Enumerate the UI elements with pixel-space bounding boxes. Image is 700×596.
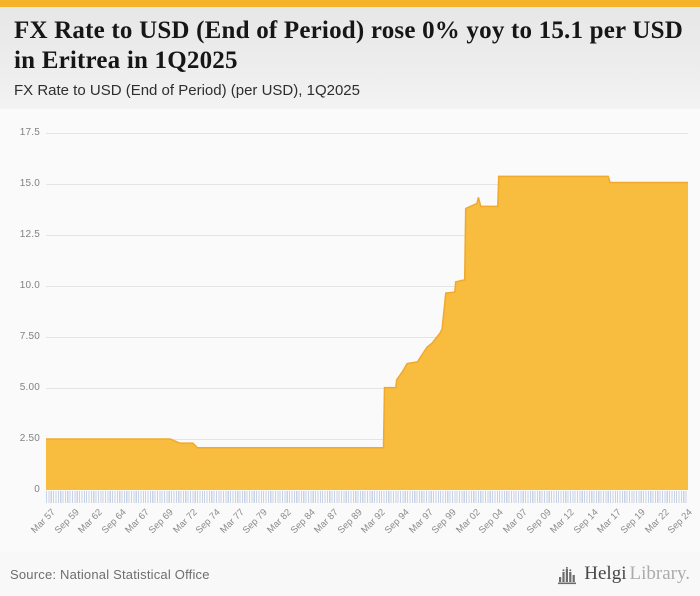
- x-tick-Mar-17: Mar 17: [595, 507, 625, 536]
- fx-rate-area-series: [46, 175, 688, 490]
- x-tick-Mar-67: Mar 67: [123, 507, 153, 536]
- logo-text-helgi: Helgi: [584, 563, 627, 584]
- x-tick-Sep-09: Sep 09: [524, 507, 554, 537]
- x-tick-Sep-94: Sep 94: [382, 507, 412, 537]
- y-tick-17.5: 17.5: [19, 127, 40, 138]
- accent-bar: [0, 0, 700, 7]
- y-tick-2.50: 2.50: [19, 433, 40, 444]
- chart-subtitle: FX Rate to USD (End of Period) (per USD)…: [14, 82, 360, 99]
- gridline-17.5: [46, 133, 688, 134]
- x-tick-Sep-04: Sep 04: [477, 507, 507, 537]
- gridline-10.0: [46, 286, 688, 287]
- gridline-15.0: [46, 184, 688, 185]
- plot-area: [46, 133, 688, 490]
- logo-text-library: Library.: [629, 563, 691, 584]
- quarterly-minor-ticks: [46, 491, 688, 503]
- x-tick-Sep-64: Sep 64: [99, 507, 129, 537]
- x-tick-Sep-74: Sep 74: [193, 507, 223, 537]
- x-tick-Mar-97: Mar 97: [406, 507, 436, 536]
- y-tick-5.00: 5.00: [19, 382, 40, 393]
- x-tick-Mar-77: Mar 77: [217, 507, 247, 536]
- x-tick-Sep-24: Sep 24: [665, 507, 696, 537]
- x-tick-Mar-07: Mar 07: [501, 507, 530, 536]
- gridline-12.5: [46, 235, 688, 236]
- y-tick-10.0: 10.0: [19, 280, 40, 291]
- x-tick-Mar-87: Mar 87: [312, 507, 342, 536]
- y-tick-15.0: 15.0: [19, 178, 40, 189]
- chart-header: FX Rate to USD (End of Period) rose 0% y…: [0, 7, 700, 109]
- x-tick-Sep-59: Sep 59: [52, 507, 82, 537]
- y-tick-0: 0: [34, 484, 40, 495]
- x-tick-Mar-02: Mar 02: [453, 507, 483, 536]
- x-tick-Mar-22: Mar 22: [642, 507, 672, 536]
- x-tick-Mar-72: Mar 72: [170, 507, 200, 536]
- y-tick-7.50: 7.50: [19, 331, 40, 342]
- x-tick-Sep-79: Sep 79: [241, 507, 271, 537]
- chart-area: 0 2.50 5.00 7.50 10.0 12.5 15.0 17.5 Mar 57 Sep …: [0, 109, 700, 552]
- page-title: FX Rate to USD (End of Period) rose 0% y…: [14, 17, 683, 74]
- x-tick-Sep-99: Sep 99: [429, 507, 460, 537]
- x-tick-Mar-12: Mar 12: [548, 507, 578, 536]
- x-tick-Mar-62: Mar 62: [76, 507, 105, 536]
- x-tick-Sep-69: Sep 69: [146, 507, 176, 537]
- gridline-5.00: [46, 388, 688, 389]
- x-tick-Sep-14: Sep 14: [571, 507, 601, 537]
- gridline-2.50: [46, 439, 688, 440]
- helgilibrary-logo[interactable]: Helgi Library.: [558, 563, 690, 585]
- x-tick-Sep-84: Sep 84: [288, 507, 318, 537]
- chart-footer: Source: National Statistical Office Helg…: [0, 552, 700, 596]
- x-tick-Mar-57: Mar 57: [29, 507, 58, 536]
- gridline-7.50: [46, 337, 688, 338]
- source-attribution: Source: National Statistical Office: [10, 566, 210, 582]
- x-tick-Sep-19: Sep 19: [618, 507, 648, 537]
- x-tick-Mar-92: Mar 92: [359, 507, 389, 536]
- bar-chart-building-icon: [558, 566, 577, 584]
- y-tick-12.5: 12.5: [19, 229, 40, 240]
- x-tick-Mar-82: Mar 82: [265, 507, 294, 536]
- x-tick-Sep-89: Sep 89: [335, 507, 365, 537]
